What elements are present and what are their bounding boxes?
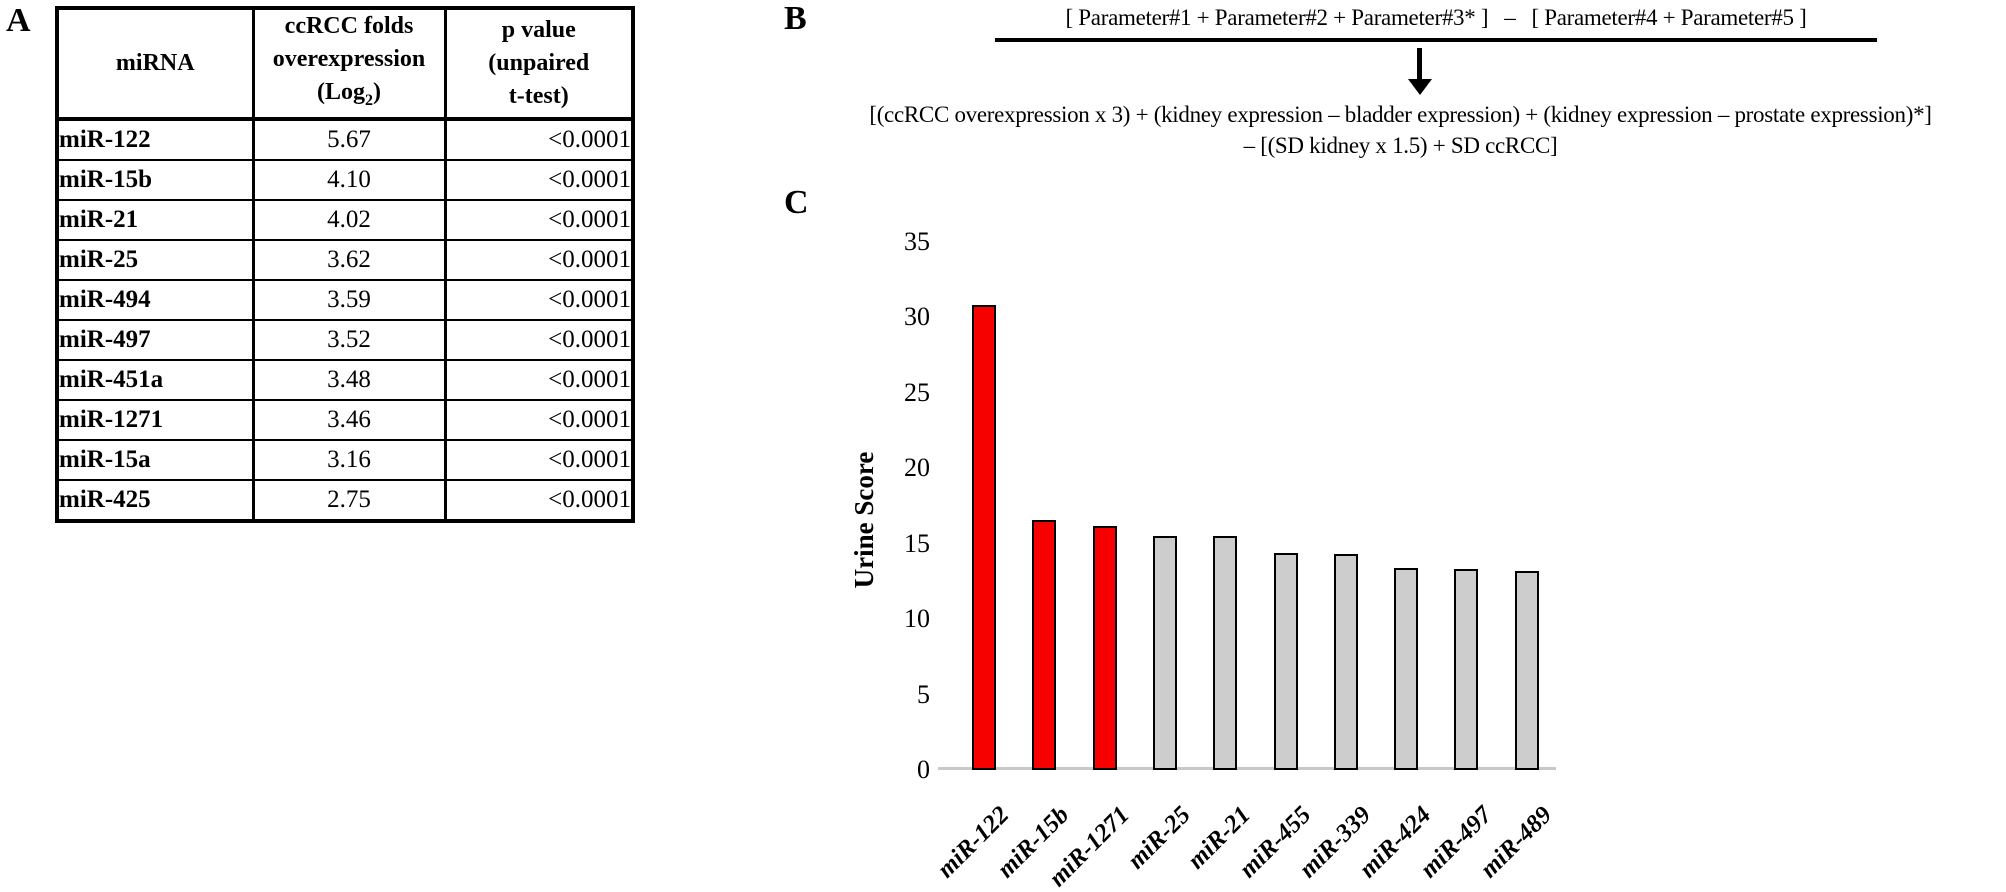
- cell-fold: 4.10: [251, 158, 447, 201]
- table-row: miR-15a 3.16 <0.0001: [55, 438, 635, 481]
- bar-miR-21: [1213, 536, 1238, 770]
- panel-c-label: C: [784, 184, 809, 221]
- header-fold-line2: overexpression: [272, 46, 426, 72]
- down-arrow-icon: [1417, 48, 1422, 80]
- cell-fold: 4.02: [251, 198, 447, 241]
- bar-miR-122: [972, 305, 996, 770]
- log-prefix: (Log: [317, 79, 365, 105]
- header-pvalue-line1: p value: [501, 16, 576, 43]
- cell-mirna: miR-1271: [55, 398, 255, 441]
- y-tick-label: 10: [904, 604, 930, 634]
- x-tick-label-miR-25: miR-25: [1122, 801, 1196, 875]
- urine-score-bar-chart: miR-122 miR-15b miR-1271 miR-25 miR-21 miR-45…: [932, 242, 1557, 892]
- table-row: miR-451a 3.48 <0.0001: [55, 358, 635, 401]
- formula-bracket-right-group: [ Parameter#4 + Parameter#5 ]: [1531, 5, 1807, 30]
- cell-fold: 2.75: [251, 478, 447, 522]
- cell-fold: 3.48: [251, 358, 447, 401]
- cell-fold: 3.62: [251, 238, 447, 281]
- cell-pvalue: <0.0001: [443, 398, 635, 441]
- cell-mirna: miR-25: [55, 238, 255, 281]
- cell-fold: 3.59: [251, 278, 447, 321]
- header-fold-overexpression: ccRCC folds overexpression (Log2): [251, 7, 447, 121]
- cell-pvalue: <0.0001: [443, 278, 635, 321]
- y-tick-label: 25: [904, 377, 930, 407]
- header-mirna: miRNA: [55, 7, 255, 121]
- table-row: miR-122 5.67 <0.0001: [55, 117, 635, 161]
- y-tick-label: 5: [917, 679, 930, 709]
- cell-mirna: miR-451a: [55, 358, 255, 401]
- header-pvalue-line2: (unpaired: [488, 49, 590, 76]
- table-row: miR-425 2.75 <0.0001: [55, 478, 635, 522]
- x-axis-line: [938, 767, 1556, 770]
- cell-pvalue: <0.0001: [443, 238, 635, 281]
- y-tick-label: 20: [904, 453, 930, 483]
- table-row: miR-25 3.62 <0.0001: [55, 238, 635, 281]
- y-tick-label: 15: [904, 528, 930, 558]
- cell-mirna: miR-425: [55, 478, 255, 522]
- panel-b-label: B: [784, 0, 807, 37]
- bar-miR-489: [1514, 570, 1539, 770]
- y-tick-label: 30: [904, 302, 930, 332]
- bar-miR-339: [1333, 554, 1358, 770]
- cell-pvalue: <0.0001: [443, 117, 635, 161]
- mirna-overexpression-table: miRNA ccRCC folds overexpression (Log2) …: [55, 6, 635, 523]
- cell-fold: 3.52: [251, 318, 447, 361]
- cell-fold: 3.46: [251, 398, 447, 441]
- header-mirna-label: miRNA: [115, 49, 195, 76]
- header-fold-line1: ccRCC folds: [284, 13, 414, 39]
- bar-miR-455: [1273, 552, 1298, 770]
- formula-expanded-line1: [(ccRCC overexpression x 3) + (kidney ex…: [869, 102, 1932, 127]
- cell-fold: 3.16: [251, 438, 447, 481]
- formula-expanded-line2: – [(SD kidney x 1.5) + SD ccRCC]: [1243, 133, 1558, 158]
- bar-miR-15b: [1032, 519, 1057, 770]
- log-suffix: ): [373, 79, 381, 105]
- table-row: miR-15b 4.10 <0.0001: [55, 158, 635, 201]
- cell-pvalue: <0.0001: [443, 158, 635, 201]
- cell-pvalue: <0.0001: [443, 358, 635, 401]
- header-pvalue: p value (unpaired t-test): [443, 7, 635, 121]
- header-pvalue-line3: t-test): [508, 82, 569, 109]
- panel-a-label: A: [6, 2, 31, 39]
- cell-pvalue: <0.0001: [443, 318, 635, 361]
- cell-mirna: miR-15a: [55, 438, 255, 481]
- formula-bracket-left-group: [ Parameter#1 + Parameter#2 + Parameter#…: [1065, 5, 1489, 30]
- down-arrow-head-icon: [1408, 79, 1432, 95]
- table-row: miR-21 4.02 <0.0001: [55, 198, 635, 241]
- cell-fold: 5.67: [251, 117, 447, 161]
- table-row: miR-497 3.52 <0.0001: [55, 318, 635, 361]
- y-axis-ticks: 0 5 10 15 20 25 30 35: [860, 227, 930, 784]
- bar-miR-25: [1152, 536, 1177, 770]
- cell-pvalue: <0.0001: [443, 438, 635, 481]
- cell-mirna: miR-15b: [55, 158, 255, 201]
- bar-miR-497: [1454, 569, 1479, 770]
- y-tick-label: 35: [904, 227, 930, 256]
- header-fold-line3: (Log2): [255, 76, 444, 117]
- cell-mirna: miR-494: [55, 278, 255, 321]
- cell-pvalue: <0.0001: [443, 478, 635, 522]
- formula-minus-sign: –: [1504, 5, 1516, 30]
- table-row: miR-494 3.59 <0.0001: [55, 278, 635, 321]
- y-tick-label: 0: [917, 755, 930, 784]
- bar-miR-424: [1394, 567, 1419, 770]
- cell-mirna: miR-122: [55, 117, 255, 161]
- cell-pvalue: <0.0001: [443, 198, 635, 241]
- cell-mirna: miR-497: [55, 318, 255, 361]
- table-header-row: miRNA ccRCC folds overexpression (Log2) …: [55, 7, 635, 121]
- bar-miR-1271: [1092, 525, 1117, 770]
- cell-mirna: miR-21: [55, 198, 255, 241]
- table-row: miR-1271 3.46 <0.0001: [55, 398, 635, 441]
- scoring-formula-expanded: [(ccRCC overexpression x 3) + (kidney ex…: [795, 99, 2006, 161]
- log-subscript: 2: [365, 91, 373, 109]
- scoring-formula-parameters: [ Parameter#1 + Parameter#2 + Parameter#…: [995, 5, 1877, 42]
